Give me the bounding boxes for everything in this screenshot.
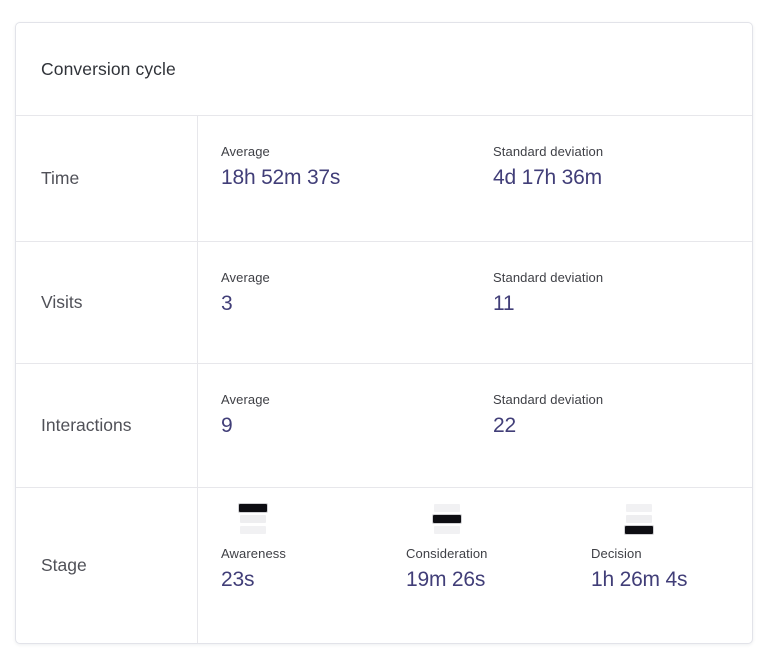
card-title: Conversion cycle xyxy=(41,58,176,79)
funnel-stage-icon xyxy=(239,504,268,534)
table-row-visits: Visits Average 3 Standard deviation 11 xyxy=(16,242,752,364)
metric-standard-deviation: Standard deviation 22 xyxy=(493,392,765,438)
stage-consideration: Consideration 19m 26s xyxy=(406,504,591,592)
stage-label: Awareness xyxy=(221,546,286,561)
row-label: Visits xyxy=(41,292,83,312)
metric-label: Standard deviation xyxy=(493,392,604,407)
metric-standard-deviation: Standard deviation 11 xyxy=(493,270,765,316)
card-header: Conversion cycle xyxy=(16,23,752,116)
metric-average: Average 9 xyxy=(221,392,493,438)
row-label-cell: Time xyxy=(16,116,198,241)
funnel-stage-icon xyxy=(432,504,461,534)
metric-label: Average xyxy=(221,270,270,285)
stage-label: Consideration xyxy=(406,546,488,561)
stage-awareness: Awareness 23s xyxy=(221,504,406,592)
metric-value: 3 xyxy=(221,292,233,315)
row-label: Time xyxy=(41,168,80,188)
metric-label: Standard deviation xyxy=(493,144,604,159)
row-label: Interactions xyxy=(41,415,132,435)
metric-label: Average xyxy=(221,144,270,159)
metric-value: 22 xyxy=(493,414,516,437)
metric-label: Standard deviation xyxy=(493,270,604,285)
row-label: Stage xyxy=(41,555,87,575)
table-row-interactions: Interactions Average 9 Standard deviatio… xyxy=(16,364,752,488)
stage-value: 1h 26m 4s xyxy=(591,568,688,591)
table-row-stage: Stage Awareness 23s xyxy=(16,488,752,643)
stage-decision: Decision 1h 26m 4s xyxy=(591,504,768,592)
funnel-stage-icon xyxy=(625,504,654,534)
row-label-cell: Visits xyxy=(16,242,198,363)
metric-value: 18h 52m 37s xyxy=(221,166,341,189)
row-content: Awareness 23s Consideration 19m 26s xyxy=(198,488,768,643)
row-label-cell: Stage xyxy=(16,488,198,643)
metric-standard-deviation: Standard deviation 4d 17h 36m xyxy=(493,144,765,190)
metric-average: Average 18h 52m 37s xyxy=(221,144,493,190)
metric-value: 9 xyxy=(221,414,233,437)
row-content: Average 3 Standard deviation 11 xyxy=(198,242,765,363)
stage-label: Decision xyxy=(591,546,642,561)
stage-value: 23s xyxy=(221,568,255,591)
row-content: Average 9 Standard deviation 22 xyxy=(198,364,765,487)
table-row-time: Time Average 18h 52m 37s Standard deviat… xyxy=(16,116,752,242)
conversion-cycle-card: Conversion cycle Time Average 18h 52m 37… xyxy=(15,22,753,644)
metric-value: 4d 17h 36m xyxy=(493,166,602,189)
metric-value: 11 xyxy=(493,292,515,315)
row-label-cell: Interactions xyxy=(16,364,198,487)
row-content: Average 18h 52m 37s Standard deviation 4… xyxy=(198,116,765,241)
stage-value: 19m 26s xyxy=(406,568,486,591)
metric-label: Average xyxy=(221,392,270,407)
metric-average: Average 3 xyxy=(221,270,493,316)
